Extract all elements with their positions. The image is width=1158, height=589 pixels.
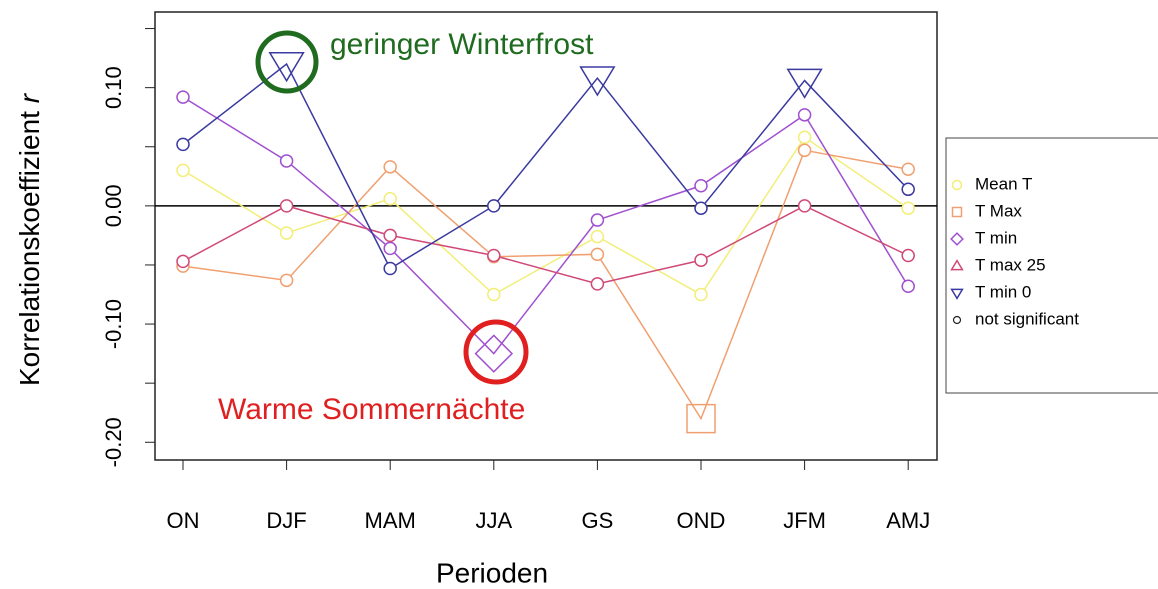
legend-label: Mean T [975,174,1032,193]
highlight-circle [463,319,529,385]
data-point [686,403,716,434]
legend-symbol [952,315,962,325]
series-line [182,136,909,296]
data-point [797,108,812,122]
x-tick-label: JJA [475,508,512,533]
legend-symbol [950,288,964,300]
data-point [176,137,190,152]
legend-label: T min 0 [975,282,1031,301]
data-point [279,226,294,240]
data-point [176,163,190,178]
legend-symbol [951,179,963,191]
legend-symbol [950,259,964,271]
x-tick-label: AMJ [886,508,930,533]
x-tick-label: MAM [365,508,416,533]
plot-frame [154,11,938,461]
series-line [182,149,909,421]
data-point [383,261,397,276]
data-point [487,287,501,302]
data-point [901,182,915,197]
x-tick-label: ON [167,508,200,533]
data-point [383,160,397,174]
data-point [176,90,190,104]
y-axis-title-text: Korrelationskoeffizient [14,111,45,386]
series-line [182,62,909,270]
x-tick-label: GS [582,508,614,533]
series-line [182,205,909,285]
data-point [590,213,605,227]
data-point [268,52,305,83]
legend-box [945,137,1158,394]
x-axis-title: Perioden [436,557,548,588]
y-tick-label: 0.10 [101,66,126,109]
x-tick-label: DJF [266,508,306,533]
x-tick-label: OND [677,508,726,533]
data-point [694,253,708,267]
data-point [901,279,915,293]
annotation: Warme Sommernächte [218,393,525,426]
legend-symbol [950,232,964,246]
data-point [694,201,708,215]
y-tick-label: 0.00 [101,184,126,227]
x-tick-label: JFM [783,508,826,533]
data-point [590,247,605,262]
legend-label: not significant [975,309,1079,328]
data-point [279,273,294,288]
data-point [176,254,190,269]
data-point [487,199,501,213]
data-point [901,162,915,176]
y-tick-label: -0.10 [101,299,126,349]
data-point [797,199,812,213]
series-line [182,96,909,355]
data-point [797,143,812,158]
data-point [279,199,294,213]
data-point [579,66,616,97]
legend-symbol [951,206,963,218]
data-point [590,277,605,291]
data-point [786,68,823,99]
data-point [487,248,501,263]
data-point [901,248,915,263]
data-point [383,241,397,256]
legend-label: T max 25 [975,255,1046,274]
data-point [694,287,708,302]
data-point [383,228,397,243]
legend-label: T min [975,228,1017,247]
y-axis-title-symbol: r [14,92,45,103]
data-point [694,179,708,193]
y-tick-label: -0.20 [101,417,126,467]
data-point [474,334,514,373]
legend-label: T Max [975,201,1022,220]
highlight-circle [255,30,319,94]
annotation: geringer Winterfrost [330,28,594,61]
y-axis-title: Korrelationskoeffizient r [14,92,45,386]
data-point [797,130,812,145]
data-point [590,229,605,244]
data-point [383,192,397,206]
data-point [901,201,915,215]
data-point [279,154,294,168]
